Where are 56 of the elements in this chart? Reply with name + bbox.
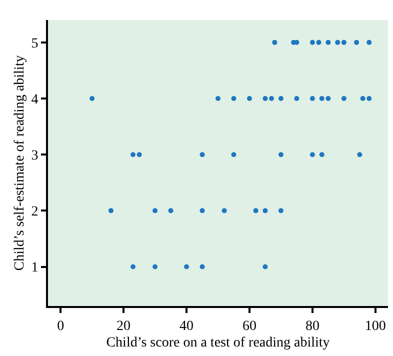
- point: [366, 96, 372, 102]
- point: [231, 96, 236, 102]
- y-tick-label: 3: [31, 148, 38, 164]
- y-tick-label: 4: [31, 92, 38, 108]
- point: [278, 152, 284, 158]
- point: [152, 208, 158, 214]
- point: [130, 264, 136, 270]
- point: [272, 40, 278, 45]
- point: [319, 152, 324, 158]
- point: [200, 264, 205, 270]
- x-tick-label: 80: [305, 318, 320, 334]
- point: [108, 208, 114, 214]
- point: [184, 264, 190, 270]
- point: [354, 40, 360, 45]
- y-axis-title: Child’s self-estimate of reading ability: [12, 55, 28, 271]
- point: [316, 40, 322, 45]
- x-tick-label: 60: [242, 318, 256, 334]
- x-axis-title: Child’s score on a test of reading ability: [106, 336, 330, 351]
- point: [341, 96, 346, 102]
- point: [310, 152, 315, 158]
- point: [136, 152, 142, 158]
- point: [269, 96, 274, 102]
- point: [319, 96, 324, 102]
- point: [335, 40, 340, 45]
- point: [200, 208, 205, 214]
- y-tick-label: 5: [31, 36, 38, 52]
- point: [326, 96, 331, 102]
- point: [262, 96, 268, 102]
- point: [231, 152, 236, 158]
- point: [130, 152, 136, 158]
- point: [294, 96, 300, 102]
- point: [326, 40, 331, 45]
- point: [90, 96, 95, 102]
- point: [216, 96, 220, 102]
- point: [310, 40, 315, 45]
- y-tick-label: 2: [31, 204, 38, 220]
- point: [168, 208, 174, 214]
- point: [278, 96, 284, 102]
- point: [222, 208, 227, 214]
- y-tick-label: 1: [31, 260, 38, 276]
- point: [246, 96, 252, 102]
- point: [357, 152, 362, 158]
- point: [360, 96, 366, 102]
- point: [262, 264, 268, 270]
- point: [341, 40, 346, 45]
- x-tick-label: 0: [57, 318, 64, 334]
- x-tick-label: 20: [116, 318, 131, 334]
- point: [262, 208, 268, 214]
- point: [253, 208, 258, 214]
- x-tick-label: 40: [180, 318, 194, 334]
- point: [152, 264, 158, 270]
- point: [310, 96, 315, 102]
- point: [366, 40, 372, 45]
- point: [278, 208, 284, 214]
- point: [200, 152, 205, 158]
- x-tick-label: 100: [364, 318, 386, 334]
